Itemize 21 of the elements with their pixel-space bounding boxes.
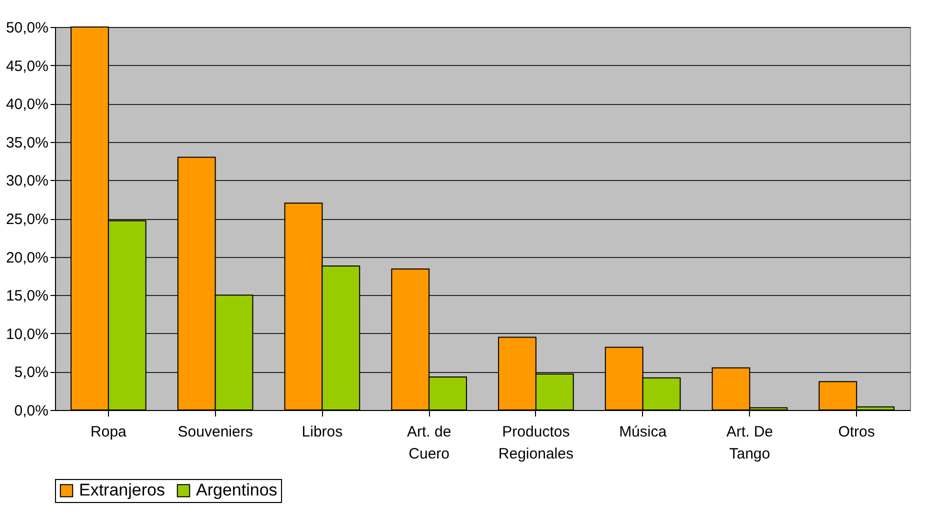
y-tick-label: 40,0% [6, 96, 48, 114]
y-tick-label: 45,0% [6, 58, 48, 75]
y-tick-label: 0,0% [14, 402, 48, 420]
x-tick-label: Souveniers [178, 424, 253, 440]
x-tick-label: Art. De Tango [726, 424, 774, 462]
x-tick-label: Libros [302, 424, 343, 440]
y-tick-label: 5,0% [14, 364, 48, 382]
x-tick-label: Música [619, 424, 668, 440]
legend-label: Argentinos [196, 480, 278, 500]
x-tick-label: Otros [838, 424, 875, 440]
x-tick-label: Art. de Cuero [406, 424, 452, 462]
y-tick-label: 25,0% [6, 211, 48, 228]
x-tick-label: Ropa [90, 424, 128, 440]
y-tick-label: 35,0% [6, 134, 48, 152]
y-tick-label: 20,0% [6, 249, 48, 266]
x-tick-label: Productos Regionales [498, 424, 574, 462]
y-tick-label: 50,0% [6, 20, 48, 36]
y-tick-label: 10,0% [6, 326, 48, 343]
y-tick-label: 30,0% [6, 172, 48, 190]
legend-label: Extranjeros [79, 480, 165, 500]
y-tick-label: 15,0% [6, 288, 48, 305]
